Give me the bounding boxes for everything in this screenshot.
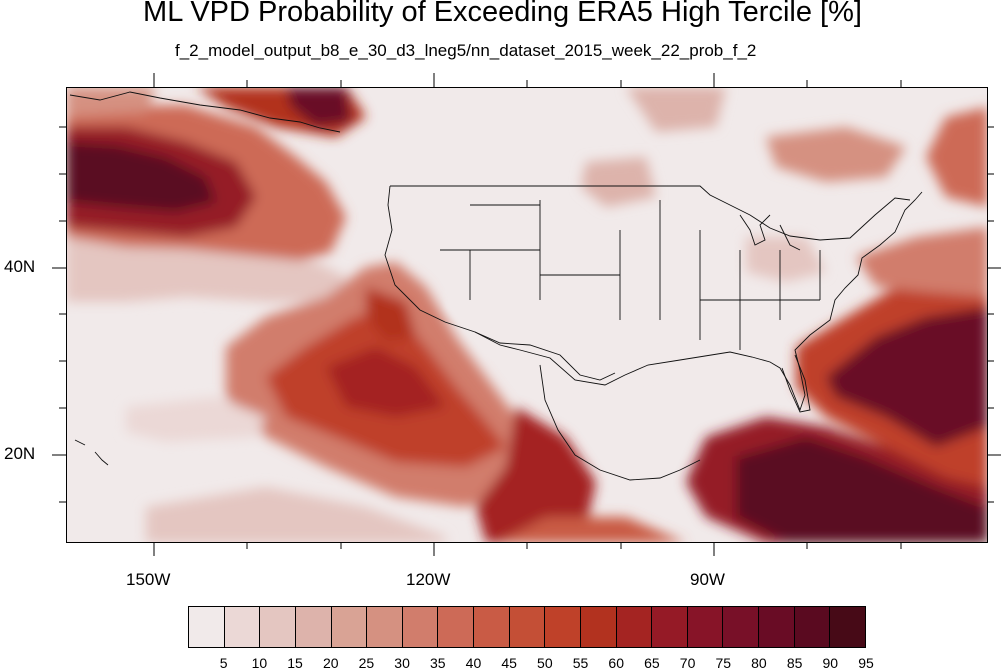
lon-label-90w: 90W — [690, 570, 725, 589]
colorbar-box — [580, 607, 617, 647]
axis-ticks — [52, 73, 1001, 556]
nw-pacific-peak — [66, 142, 216, 212]
colorbar-box — [402, 607, 439, 647]
colorbar-box — [295, 607, 332, 647]
colorbar-box — [331, 607, 368, 647]
colorbar-label: 60 — [608, 655, 624, 671]
tropical-pacific-light — [146, 487, 446, 543]
western-atlantic-core — [826, 307, 988, 447]
northern-plains-patch — [581, 157, 656, 207]
conus-coastline — [384, 185, 923, 412]
colorbar-box — [616, 607, 653, 647]
central-pacific-faint — [126, 397, 266, 442]
probability-field — [66, 87, 988, 543]
north-atlantic-region — [926, 107, 988, 207]
north-pacific-light-band — [66, 237, 346, 302]
colorbar-label: 80 — [751, 655, 767, 671]
colorbar-box — [474, 607, 510, 647]
colorbar-label: 85 — [786, 655, 803, 671]
map-panel — [66, 87, 988, 543]
tropical-east-pacific — [496, 517, 686, 543]
california-offshore-core — [366, 287, 416, 342]
colorbar-label: 95 — [858, 655, 874, 671]
colorbar-box — [509, 607, 546, 647]
colorbar-label: 50 — [537, 655, 553, 671]
colorbar-label: 5 — [219, 655, 228, 671]
pacific-northwest-clear-zone — [376, 177, 456, 262]
colorbar-label: 10 — [251, 655, 268, 671]
bering-region — [66, 87, 156, 117]
colorbar-box — [224, 607, 261, 647]
colorbar-box — [794, 607, 831, 647]
lon-label-120w: 120W — [406, 570, 451, 589]
colorbar-label: 25 — [358, 655, 375, 671]
colorbar-box — [260, 607, 296, 647]
mexico-coast — [539, 364, 701, 481]
colorbar-label: 90 — [822, 655, 839, 671]
colorbar-label: 65 — [644, 655, 660, 671]
alaska-coast-core — [286, 87, 351, 127]
great-lakes-patch — [746, 237, 826, 282]
northeast-coast-region — [856, 227, 988, 297]
lon-label-150w: 150W — [126, 570, 171, 589]
colorbar-box — [367, 607, 403, 647]
colorbar-label: 70 — [679, 655, 696, 671]
hudson-bay-region — [766, 127, 906, 182]
caribbean-core — [736, 437, 988, 543]
colorbar-label: 55 — [572, 655, 589, 671]
canada-border — [390, 185, 911, 241]
plot-title: ML VPD Probability of Exceeding ERA5 Hig… — [143, 0, 862, 28]
lat-label-40n: 40N — [4, 257, 36, 276]
canada-prairie-patch — [626, 87, 726, 132]
colorbar-box — [687, 607, 724, 647]
mexico-border — [474, 331, 616, 381]
florida-peninsula — [781, 354, 811, 413]
state-boundaries — [440, 200, 821, 350]
colorbar-box — [545, 607, 581, 647]
colorbar-label: 75 — [715, 655, 732, 671]
colorbar-box — [438, 607, 474, 647]
colorbar-box — [652, 607, 688, 647]
colorbar-label: 40 — [465, 655, 482, 671]
colorbar-label: 35 — [429, 655, 446, 671]
colorbar — [188, 606, 866, 648]
colorbar-label: 30 — [394, 655, 410, 671]
plot-subtitle: f_2_model_output_b8_e_30_d3_lneg5/nn_dat… — [175, 41, 757, 60]
hawaii-islands — [74, 439, 109, 466]
colorbar-label: 15 — [287, 655, 303, 671]
alaska-coast — [69, 91, 341, 133]
colorbar-label: 20 — [322, 655, 339, 671]
colorbar-label: 45 — [501, 655, 517, 671]
colorbar-box — [189, 607, 225, 647]
colorbar-box — [830, 607, 865, 647]
coastlines-and-borders — [69, 91, 923, 481]
colorbar-box — [723, 607, 759, 647]
conus-interior-clear-zone — [446, 237, 716, 387]
subtropical-pacific-core — [326, 347, 446, 417]
great-lakes — [739, 214, 801, 251]
colorbar-box — [759, 607, 795, 647]
lat-label-20n: 20N — [4, 444, 36, 463]
